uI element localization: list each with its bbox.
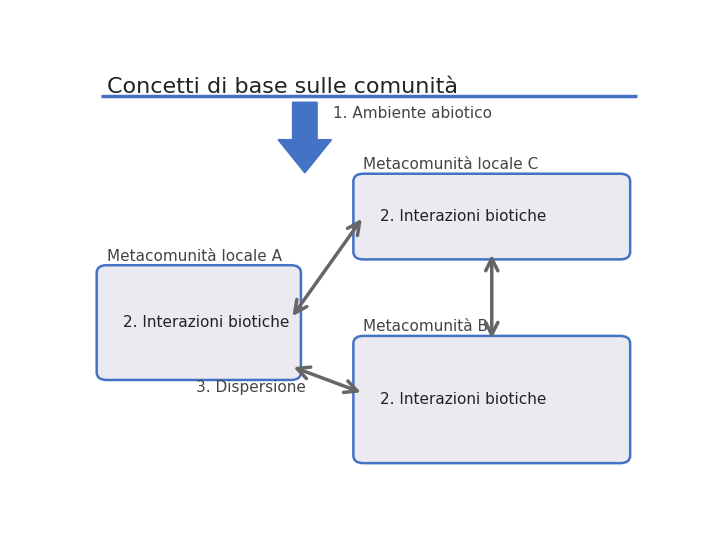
Text: Metacomunità locale C: Metacomunità locale C <box>364 157 539 172</box>
Text: 2. Interazioni biotiche: 2. Interazioni biotiche <box>124 315 290 330</box>
Polygon shape <box>278 102 332 173</box>
Text: 2. Interazioni biotiche: 2. Interazioni biotiche <box>380 392 546 407</box>
FancyBboxPatch shape <box>354 174 630 259</box>
Text: 1. Ambiente abiotico: 1. Ambiente abiotico <box>333 106 492 122</box>
FancyBboxPatch shape <box>96 265 301 380</box>
Text: 3. Dispersione: 3. Dispersione <box>196 380 306 395</box>
Text: 2. Interazioni biotiche: 2. Interazioni biotiche <box>380 209 546 224</box>
Text: Concetti di base sulle comunità: Concetti di base sulle comunità <box>107 77 458 97</box>
Text: Metacomunità B: Metacomunità B <box>364 319 488 334</box>
Text: Metacomunità locale A: Metacomunità locale A <box>107 248 282 264</box>
FancyBboxPatch shape <box>354 336 630 463</box>
